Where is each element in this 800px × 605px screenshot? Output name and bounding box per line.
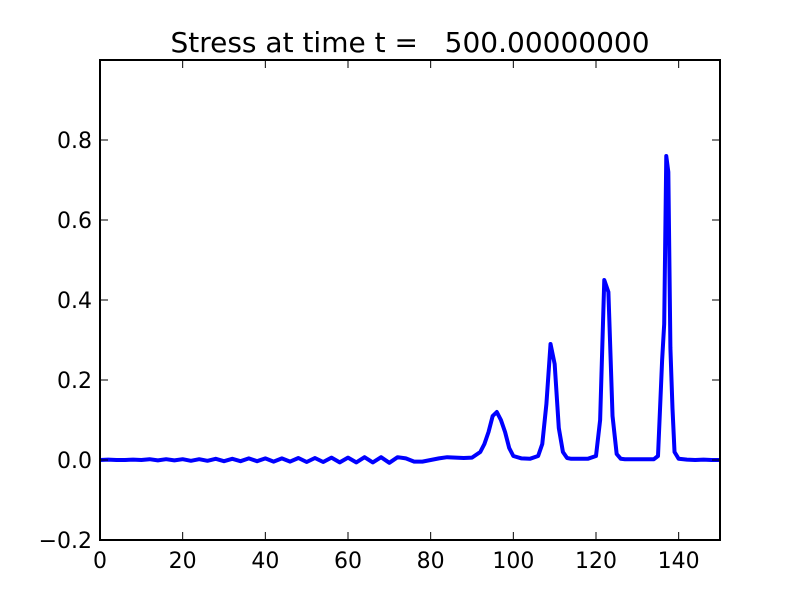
x-tick-label: 60 [334,549,362,574]
plot-area: 0 20 40 60 80 100 120 140 −0.2 0.0 0.2 0.4 0.6 0.8 [39,59,721,574]
y-tick-label: 0.2 [57,369,92,394]
x-tick-label: 40 [251,549,279,574]
x-tick-label: 140 [658,549,700,574]
x-tick-label: 20 [169,549,197,574]
chart-title: Stress at time t = 500.00000000 [170,26,649,59]
y-tick-label: 0.4 [57,289,92,314]
x-tick-label: 100 [492,549,534,574]
y-tick-label: 0.0 [57,449,92,474]
x-tick-label: 120 [575,549,617,574]
x-tick-label: 80 [417,549,445,574]
series-line-0 [100,154,720,465]
x-tick-label: 0 [93,549,107,574]
axes-frame [99,59,721,541]
y-tick-label: −0.2 [39,529,92,554]
y-tick-label: 0.6 [57,209,92,234]
y-tick-label: 0.8 [57,129,92,154]
